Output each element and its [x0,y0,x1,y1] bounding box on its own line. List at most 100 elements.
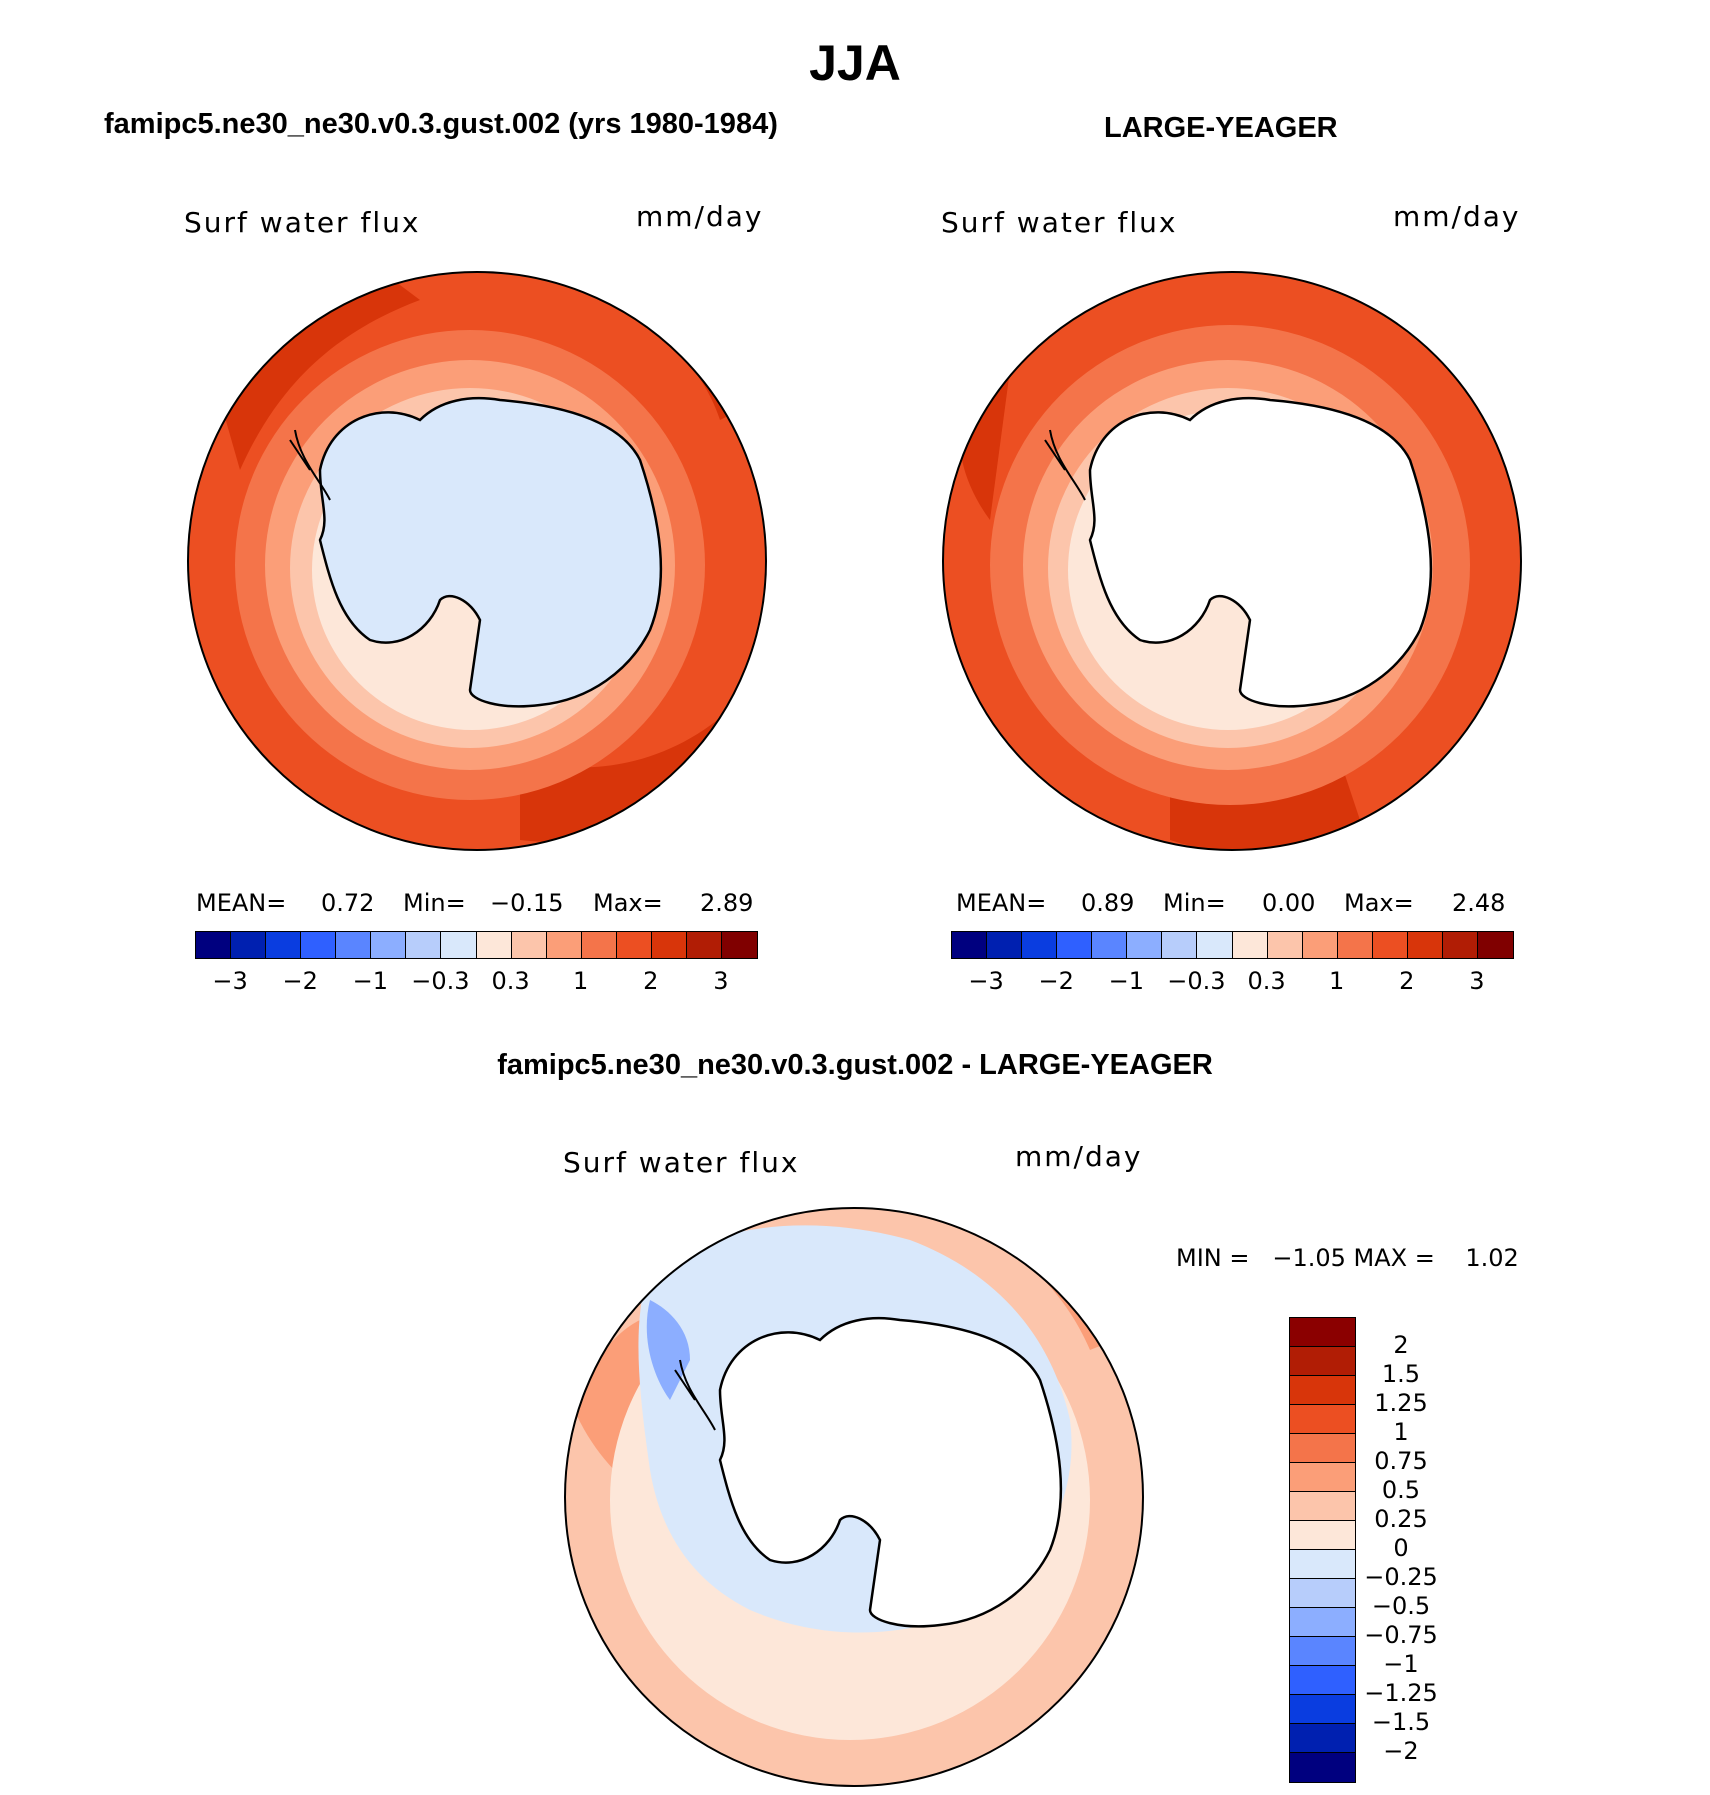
panel2-colorbar-tick-label: 0.3 [1247,967,1286,995]
diff-colorbar-swatch [1290,1521,1355,1550]
diff-colorbar-swatch [1290,1550,1355,1579]
panel2-colorbar-swatch [1092,932,1128,958]
panel2-colorbar-swatch [1267,932,1303,958]
diff-colorbar-tick-label: 0.25 [1374,1505,1428,1533]
diff-colorbar-swatch [1290,1463,1355,1492]
diff-colorbar-swatch [1290,1724,1355,1753]
panel2-variable-label: Surf water flux [941,206,1178,239]
panel2-colorbar-swatch [1197,932,1233,958]
diff-colorbar-tick-label: −0.75 [1364,1621,1438,1649]
panel1-title: famipc5.ne30_ne30.v0.3.gust.002 (yrs 198… [104,108,778,140]
panel1-colorbar-swatch [581,932,617,958]
diff-colorbar-swatch [1290,1753,1355,1782]
panel2-title: LARGE-YEAGER [1104,112,1338,144]
map2-patch-dark2 [960,370,1010,520]
diff-colorbar-tick-label: −1.25 [1364,1679,1438,1707]
panel2-colorbar-tick-label: −1 [1108,967,1144,995]
panel1-min-value: −0.15 [490,889,564,917]
diff-units-label: mm/day [1015,1140,1143,1173]
panel1-max-label: Max= [593,889,663,917]
panel2-colorbar-tick-label: 3 [1469,967,1485,995]
panel1-colorbar-swatch [371,932,407,958]
diff-colorbar-tick-label: 1.5 [1381,1360,1421,1388]
panel1-colorbar-tick-label: −3 [212,967,248,995]
panel2-colorbar-swatch [1302,932,1338,958]
panel1-min-label: Min= [403,889,466,917]
panel2-colorbar-tick-label: −3 [968,967,1004,995]
panel2-colorbar-swatch [1372,932,1408,958]
diff-colorbar-swatch [1290,1347,1355,1376]
panel2-colorbar-swatch [1057,932,1093,958]
map1-coastline [318,396,663,708]
panel2-colorbar-tick-label: −0.3 [1167,967,1226,995]
map2-border [942,271,1522,851]
diff-map-border [564,1207,1144,1787]
panel2-colorbar-swatch [987,932,1023,958]
panel1-colorbar-swatch [546,932,582,958]
panel1-max-value: 2.89 [700,889,754,917]
panel1-colorbar-swatch [266,932,302,958]
panel1-colorbar-swatch [476,932,512,958]
panel2-min-value: 0.00 [1262,889,1316,917]
diff-colorbar-tick-label: −0.25 [1364,1563,1438,1591]
panel2-colorbar-swatch [1022,932,1058,958]
panel2-map [942,271,1522,851]
diff-colorbar-swatch [1290,1695,1355,1724]
diff-colorbar-swatch [1290,1434,1355,1463]
panel1-colorbar-swatch [231,932,267,958]
diff-colorbar-tick-label: 0 [1393,1534,1409,1562]
diff-colorbar-tick-label: −1.5 [1371,1708,1431,1736]
panel2-max-label: Max= [1344,889,1414,917]
panel1-colorbar-tick-label: 3 [713,967,729,995]
diff-colorbar-swatch [1290,1492,1355,1521]
diff-colorbar-swatch [1290,1608,1355,1637]
panel2-mean-value: 0.89 [1081,889,1135,917]
diff-colorbar-swatch [1290,1405,1355,1434]
panel1-colorbar-swatch [336,932,372,958]
panel2-min-label: Min= [1163,889,1226,917]
diff-colorbar-swatch [1290,1637,1355,1666]
panel1-colorbar-swatch [511,932,547,958]
panel2-max-value: 2.48 [1452,889,1506,917]
map1-border [187,271,767,851]
panel2-colorbar-tick-label: −2 [1038,967,1074,995]
diff-colorbar-tick-label: 0.75 [1374,1447,1428,1475]
panel2-mean-label: MEAN= [956,889,1047,917]
diff-panel-title: famipc5.ne30_ne30.v0.3.gust.002 - LARGE-… [497,1049,1213,1081]
panel1-colorbar-swatch [686,932,722,958]
diff-colorbar-swatch [1290,1666,1355,1695]
diff-minmax-text: MIN = −1.05 MAX = 1.02 [1176,1244,1519,1272]
panel1-mean-label: MEAN= [196,889,287,917]
panel2-colorbar-tick-label: 1 [1329,967,1345,995]
map2-coastline [1088,396,1433,708]
panel1-colorbar-tick-label: −2 [282,967,318,995]
diff-colorbar-tick-label: −0.5 [1371,1592,1431,1620]
panel1-colorbar-swatch [721,932,757,958]
diff-peninsula [674,1359,716,1431]
panel2-colorbar-swatch [1127,932,1163,958]
diff-colorbar-tick-label: 1 [1393,1418,1409,1446]
map1-antarctica-fill [320,398,661,707]
panel2-colorbar-swatch [952,932,988,958]
map1-peninsula [289,429,331,501]
diff-variable-label: Surf water flux [563,1146,800,1179]
panel2-colorbar-tick-label: 2 [1399,967,1415,995]
diff-colorbar-swatch [1290,1376,1355,1405]
diff-colorbar-tick-label: 0.5 [1381,1476,1421,1504]
panel1-colorbar-swatch [651,932,687,958]
panel1-colorbar [195,931,758,959]
map1-patch-dark2 [520,700,760,842]
panel1-variable-label: Surf water flux [184,206,421,239]
map1-patch-dark [220,272,420,470]
panel1-units-label: mm/day [636,200,764,233]
panel2-units-label: mm/day [1393,200,1521,233]
panel1-map [187,271,767,851]
panel1-colorbar-tick-label: −0.3 [411,967,470,995]
diff-colorbar-tick-label: −1 [1383,1650,1419,1678]
panel2-colorbar-swatch [1337,932,1373,958]
panel2-colorbar-swatch [1162,932,1198,958]
diff-colorbar-tick-label: −2 [1383,1737,1419,1765]
diff-colorbar-tick-label: 2 [1393,1331,1409,1359]
panel2-colorbar-swatch [1407,932,1443,958]
diff-coastline [718,1316,1063,1628]
